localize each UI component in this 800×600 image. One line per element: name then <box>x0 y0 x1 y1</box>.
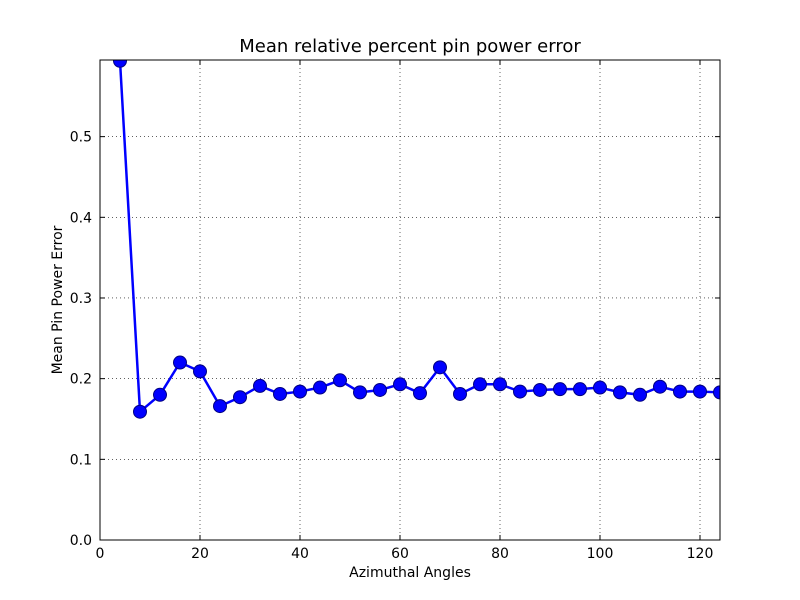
data-point <box>333 373 347 388</box>
y-tick-label: 0.3 <box>70 291 92 307</box>
y-tick-label: 0.0 <box>70 533 92 549</box>
axis-ticks: 0 20 40 60 80 100 120 0.0 0.1 0.2 0.3 0.4 0.5 <box>70 60 720 562</box>
y-axis-label: Mean Pin Power Error <box>50 225 66 374</box>
data-point <box>213 399 227 414</box>
data-point <box>533 382 547 397</box>
data-point <box>233 390 247 405</box>
data-point <box>133 404 147 419</box>
data-point <box>393 377 407 392</box>
data-point <box>353 385 367 400</box>
data-point <box>153 387 167 402</box>
y-tick-label: 0.2 <box>70 372 92 388</box>
x-tick-label: 60 <box>391 546 409 562</box>
grid-lines <box>99 60 720 541</box>
y-tick-label: 0.4 <box>70 210 92 226</box>
series-layer <box>113 60 720 419</box>
data-point <box>493 377 507 392</box>
data-point <box>293 384 307 399</box>
data-point <box>453 386 467 401</box>
chart-title: Mean relative percent pin power error <box>239 36 581 57</box>
y-tick-label: 0.5 <box>70 130 92 146</box>
data-point <box>113 60 127 68</box>
data-point <box>593 380 607 395</box>
data-point <box>373 382 387 397</box>
x-tick-label: 20 <box>191 546 209 562</box>
series-line <box>118 60 720 413</box>
data-point <box>613 385 627 400</box>
data-point <box>693 384 707 399</box>
data-point <box>273 386 287 401</box>
x-tick-label: 120 <box>687 546 714 562</box>
data-point <box>433 360 447 375</box>
x-tick-label: 100 <box>587 546 614 562</box>
plot-area-frame <box>99 59 721 541</box>
x-tick-label: 40 <box>291 546 309 562</box>
data-point <box>713 385 720 400</box>
data-point <box>473 377 487 392</box>
data-point <box>413 386 427 401</box>
data-point <box>313 380 327 395</box>
x-axis-label: Azimuthal Angles <box>349 565 471 581</box>
data-point <box>513 384 527 399</box>
x-tick-label: 80 <box>491 546 509 562</box>
data-point <box>253 378 267 393</box>
data-point <box>193 364 207 379</box>
data-point <box>553 382 567 397</box>
data-point <box>573 382 587 397</box>
data-point <box>653 379 667 394</box>
data-point <box>673 384 687 399</box>
x-tick-label: 0 <box>96 546 105 562</box>
data-point <box>633 387 647 402</box>
y-tick-label: 0.1 <box>70 452 92 468</box>
data-point <box>173 355 187 370</box>
